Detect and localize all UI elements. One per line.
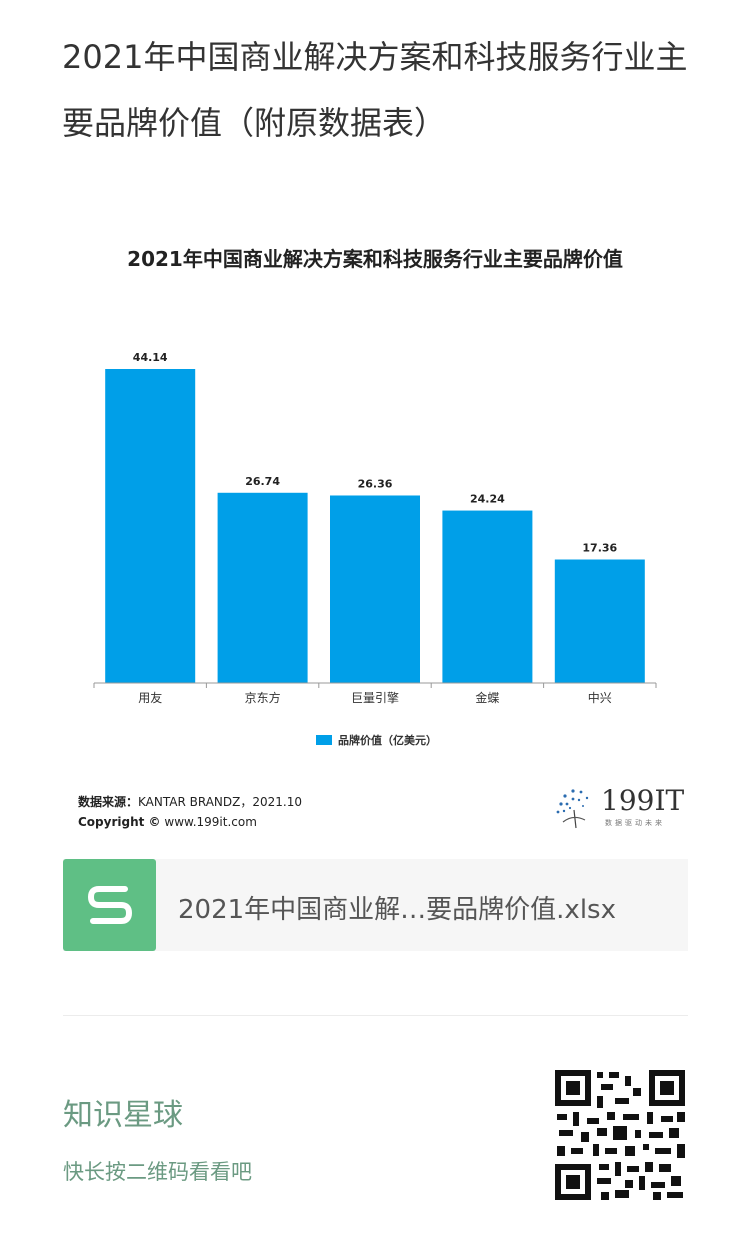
logo-subtitle: 数据驱动未来 <box>605 819 665 827</box>
legend-label: 品牌价值（亿美元） <box>338 733 437 747</box>
category-tick-label: 用友 <box>138 691 162 705</box>
bar <box>330 495 420 683</box>
199it-logo: 199IT 数据驱动未来 <box>553 784 693 830</box>
planet-hint: 快长按二维码看看吧 <box>63 1160 252 1184</box>
bar <box>442 510 533 683</box>
planet-title: 知识星球 <box>63 1098 183 1133</box>
bar <box>217 492 308 683</box>
source-value: KANTAR BRANDZ，2021.10 <box>138 795 302 809</box>
source-note: 数据来源：KANTAR BRANDZ，2021.10 Copyright © w… <box>78 792 302 832</box>
bar-value-label: 17.36 <box>582 542 617 555</box>
bar-value-label: 44.14 <box>133 351 168 364</box>
bar-value-label: 26.36 <box>358 477 393 490</box>
bar <box>554 559 645 683</box>
bar-chart: 2021年中国商业解决方案和科技服务行业主要品牌价值 44.14 26.74 26.… <box>93 247 657 747</box>
category-tick-label: 京东方 <box>245 690 281 705</box>
chart-card: 2021年中国商业解决方案和科技服务行业主要品牌价值 44.14 26.74 26.… <box>60 225 690 845</box>
copyright-value: www.199it.com <box>164 815 257 829</box>
legend-swatch <box>316 735 332 745</box>
divider <box>63 1015 688 1016</box>
page-title: 2021年中国商业解决方案和科技服务行业主要品牌价值（附原数据表） <box>62 38 688 142</box>
dandelion-icon <box>556 789 589 829</box>
category-tick-label: 中兴 <box>588 690 612 705</box>
category-tick-label: 金蝶 <box>475 690 499 705</box>
bar-value-label: 26.74 <box>245 475 280 488</box>
logo-text: 199IT <box>601 784 685 817</box>
spreadsheet-s-icon <box>63 859 156 951</box>
bar <box>105 369 196 683</box>
file-name[interactable]: 2021年中国商业解…要品牌价值.xlsx <box>178 895 616 925</box>
copyright-label: Copyright © <box>78 815 161 829</box>
category-tick-label: 巨量引擎 <box>351 690 399 705</box>
bar-value-label: 24.24 <box>470 493 505 506</box>
source-label: 数据来源： <box>78 795 139 809</box>
qr-code-icon[interactable] <box>553 1068 687 1202</box>
file-attachment[interactable]: 2021年中国商业解…要品牌价值.xlsx <box>63 859 688 951</box>
chart-title: 2021年中国商业解决方案和科技服务行业主要品牌价值 <box>127 247 623 271</box>
